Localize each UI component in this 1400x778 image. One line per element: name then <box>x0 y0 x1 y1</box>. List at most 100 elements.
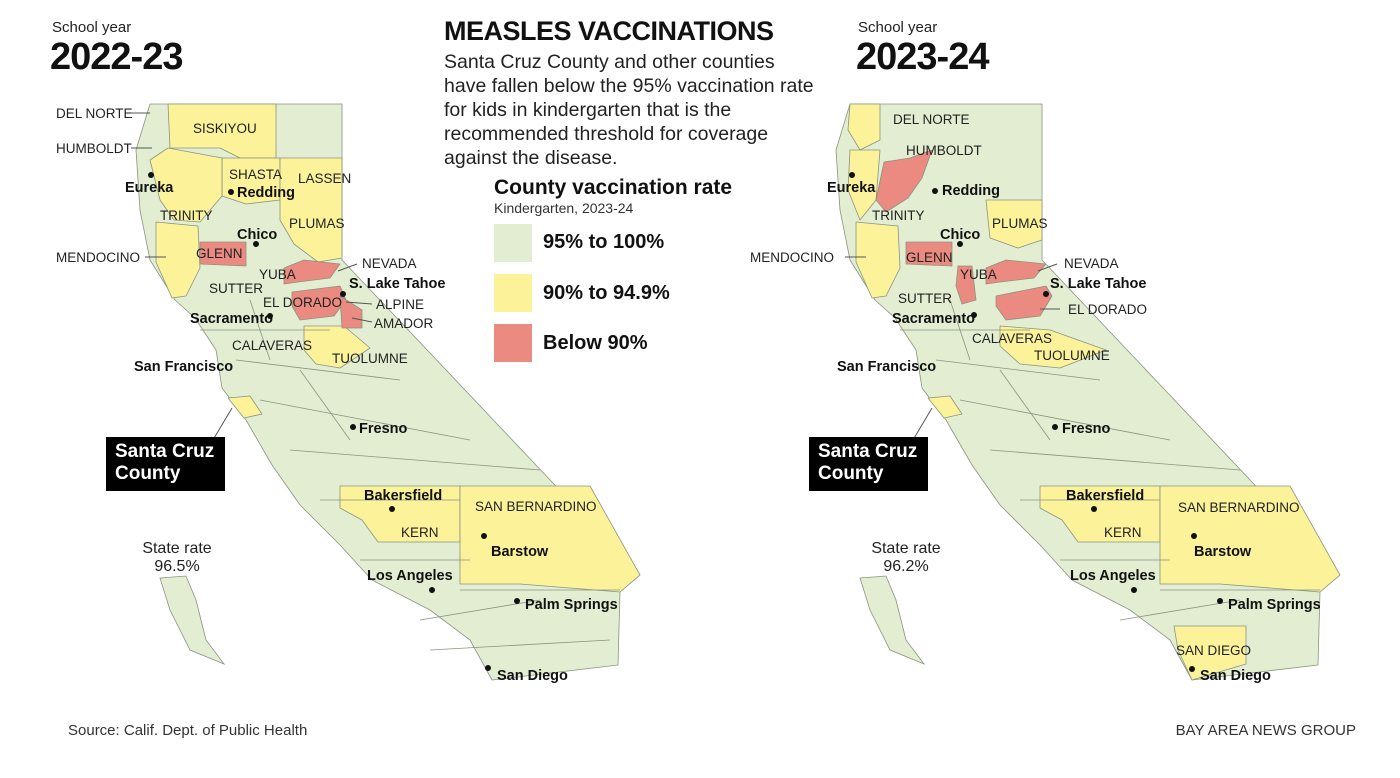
city-barstow-left: Barstow <box>491 544 549 560</box>
county-glenn <box>199 241 247 267</box>
county-trinity <box>847 149 881 221</box>
label-glenn-left: GLENN <box>196 246 243 261</box>
county-nevada <box>283 259 341 285</box>
county-trinity <box>149 147 223 223</box>
legend-swatch-high <box>494 224 532 262</box>
label-plumas-right: PLUMAS <box>992 216 1048 231</box>
label-mendocino-left: MENDOCINO <box>56 250 140 265</box>
state-rate-label-right: State rate <box>871 540 940 557</box>
city-barstow-right: Barstow <box>1194 544 1252 560</box>
city-sacramento-right: Sacramento <box>892 311 975 327</box>
city-lake-tahoe-left: S. Lake Tahoe <box>349 276 445 292</box>
county-san-bernardino <box>1159 485 1341 593</box>
legend-swatch-low <box>494 324 532 362</box>
city-redding-left: Redding <box>237 185 295 201</box>
school-year-label-right: School year <box>858 19 938 36</box>
callout-text-left: Santa Cruz County <box>115 441 215 484</box>
year-left: 2022-23 <box>50 36 183 78</box>
label-tuolumne-right: TUOLUMNE <box>1034 348 1110 363</box>
state-rate-left: 96.5% <box>154 558 199 575</box>
label-shasta-left: SHASTA <box>229 167 282 182</box>
county-humboldt <box>875 149 933 213</box>
label-el-dorado-right: EL DORADO <box>1068 302 1147 317</box>
city-san-francisco-right: San Francisco <box>837 359 936 375</box>
label-yuba-left: YUBA <box>259 267 296 282</box>
legend-subtitle: Kindergarten, 2023-24 <box>494 200 634 216</box>
label-san-bernardino-left: SAN BERNARDINO <box>475 499 597 514</box>
city-palm-springs-left: Palm Springs <box>525 597 618 613</box>
county-el-dorado <box>995 285 1053 321</box>
label-sutter-right: SUTTER <box>898 291 952 306</box>
label-kern-left: KERN <box>401 525 439 540</box>
state-rate-label-left: State rate <box>142 540 211 557</box>
city-redding-right: Redding <box>942 183 1000 199</box>
city-san-diego-right: San Diego <box>1200 668 1271 684</box>
label-san-diego-right: SAN DIEGO <box>1176 643 1251 658</box>
label-san-bernardino-right: SAN BERNARDINO <box>1178 500 1300 515</box>
credit: BAY AREA NEWS GROUP <box>1175 722 1356 739</box>
label-siskiyou-left: SISKIYOU <box>193 121 257 136</box>
county-amador <box>339 295 363 329</box>
legend-label-high: 95% to 100% <box>543 231 665 253</box>
label-plumas-left: PLUMAS <box>289 216 345 231</box>
city-chico-right: Chico <box>940 227 980 243</box>
county-san-bernardino <box>459 485 641 593</box>
callout-text-right: Santa Cruz County <box>818 441 918 484</box>
label-mendocino-right: MENDOCINO <box>750 250 834 265</box>
description: Santa Cruz County and other counties hav… <box>444 51 814 169</box>
city-lake-tahoe-right: S. Lake Tahoe <box>1050 276 1146 292</box>
label-tuolumne-left: TUOLUMNE <box>332 351 408 366</box>
label-del-norte-right: DEL NORTE <box>893 112 970 127</box>
state-rate-right: 96.2% <box>883 558 928 575</box>
santa-cruz-callout-left: Santa Cruz County <box>106 437 225 491</box>
map-2022-23: DEL NORTE HUMBOLDT SISKIYOU SHASTA LASSE… <box>56 103 641 684</box>
county-plumas <box>985 199 1043 249</box>
label-lassen-left: LASSEN <box>298 171 351 186</box>
county-mendocino <box>855 221 901 299</box>
label-calaveras-right: CALAVERAS <box>972 331 1052 346</box>
city-los-angeles-right: Los Angeles <box>1070 568 1156 584</box>
label-yuba-right: YUBA <box>960 267 997 282</box>
label-kern-right: KERN <box>1104 525 1142 540</box>
label-del-norte-left: DEL NORTE <box>56 106 133 121</box>
label-nevada-left: NEVADA <box>362 256 417 271</box>
city-los-angeles-left: Los Angeles <box>367 568 453 584</box>
city-sacramento-left: Sacramento <box>190 311 273 327</box>
source-note: Source: Calif. Dept. of Public Health <box>68 722 308 739</box>
school-year-label-left: School year <box>52 19 132 36</box>
county-calaveras-tuolumne <box>999 325 1107 369</box>
county-yuba <box>955 265 977 305</box>
label-alpine-left: ALPINE <box>376 297 424 312</box>
city-bakersfield-right: Bakersfield <box>1066 488 1144 504</box>
legend-title: County vaccination rate <box>494 176 733 199</box>
page-title: MEASLES VACCINATIONS <box>444 16 774 46</box>
label-trinity-left: TRINITY <box>160 208 213 223</box>
label-el-dorado-left: EL DORADO <box>263 295 342 310</box>
city-eureka-right: Eureka <box>827 180 876 196</box>
label-nevada-right: NEVADA <box>1064 256 1119 271</box>
santa-cruz-callout-right: Santa Cruz County <box>809 437 928 491</box>
label-humboldt-left: HUMBOLDT <box>56 141 132 156</box>
map-2023-24: DEL NORTE HUMBOLDT TRINITY PLUMAS MENDOC… <box>750 103 1341 684</box>
county-el-dorado <box>291 285 347 321</box>
city-fresno-left: Fresno <box>359 421 407 437</box>
legend-label-mid: 90% to 94.9% <box>543 282 670 304</box>
city-san-francisco-left: San Francisco <box>134 359 233 375</box>
label-trinity-right: TRINITY <box>872 208 925 223</box>
label-humboldt-right: HUMBOLDT <box>906 143 982 158</box>
county-santa-cruz <box>927 395 963 419</box>
county-nevada <box>985 259 1047 285</box>
label-glenn-right: GLENN <box>906 250 953 265</box>
year-right: 2023-24 <box>856 36 989 78</box>
legend-label-low: Below 90% <box>543 332 648 354</box>
city-bakersfield-left: Bakersfield <box>364 488 442 504</box>
county-santa-cruz <box>227 395 263 419</box>
label-sutter-left: SUTTER <box>209 281 263 296</box>
city-eureka-left: Eureka <box>125 180 174 196</box>
legend: County vaccination rate Kindergarten, 20… <box>494 176 794 216</box>
county-mendocino <box>155 221 201 299</box>
legend-swatch-mid <box>494 274 532 312</box>
city-fresno-right: Fresno <box>1062 421 1110 437</box>
city-san-diego-left: San Diego <box>497 668 568 684</box>
label-amador-left: AMADOR <box>374 316 434 331</box>
